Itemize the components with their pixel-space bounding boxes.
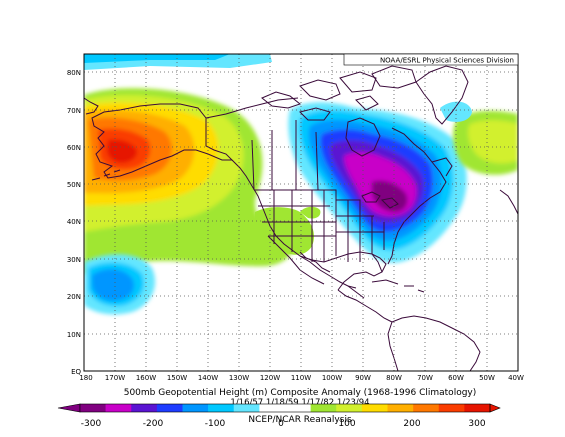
lat-label: 70N xyxy=(67,107,81,115)
colorbar-tick-labels: -300 -200 -100 0 100 200 300 xyxy=(81,419,486,429)
lon-labels: 180 170W 160W 150W 140W 130W 120W 110W 1… xyxy=(79,374,524,382)
colorbar xyxy=(57,403,501,413)
colorbar-low-arrow xyxy=(57,403,81,413)
colorbar-frame xyxy=(79,403,491,413)
colorbar-swatch xyxy=(131,404,158,412)
colorbar-swatch xyxy=(285,404,311,412)
colorbar-swatch xyxy=(105,404,132,412)
lon-label: 80W xyxy=(386,374,402,382)
colorbar-swatch xyxy=(80,404,106,412)
lon-label: 100W xyxy=(322,374,342,382)
data-source: NCEP/NCAR Reanalysis xyxy=(248,415,352,425)
lat-label: 30N xyxy=(67,256,81,264)
colorbar-tick-label: 100 xyxy=(338,419,355,429)
lon-label: 60W xyxy=(448,374,464,382)
lon-label: 70W xyxy=(417,374,433,382)
colorbar-tick-label: -300 xyxy=(81,419,102,429)
lon-label: 90W xyxy=(355,374,371,382)
colorbar-swatch xyxy=(259,404,286,412)
colorbar-swatch xyxy=(156,404,183,412)
lon-label: 40W xyxy=(508,374,524,382)
lon-label: 170W xyxy=(105,374,125,382)
colorbar-swatch xyxy=(233,404,260,412)
lat-label: 80N xyxy=(67,69,81,77)
lon-label: 120W xyxy=(260,374,280,382)
lat-label: EQ xyxy=(71,368,81,376)
credit-box xyxy=(343,53,519,66)
credit-text: NOAA/ESRL Physical Sciences Division xyxy=(380,57,514,65)
lon-label: 150W xyxy=(167,374,187,382)
colorbar-swatch xyxy=(438,404,465,412)
colorbar-tick-label: 300 xyxy=(468,419,485,429)
colorbar-high-arrow xyxy=(489,403,501,413)
lat-label: 50N xyxy=(67,181,81,189)
colorbar-swatch xyxy=(361,404,388,412)
colorbar-tick-label: 200 xyxy=(403,419,420,429)
plot-frame xyxy=(83,53,519,372)
map-dates: 1/16/57 1/18/59 1/17/82 1/23/94 xyxy=(230,398,369,408)
lon-label: 160W xyxy=(136,374,156,382)
map-title: 500mb Geopotential Height (m) Composite … xyxy=(124,388,477,398)
colorbar-tick-label: 0 xyxy=(278,419,284,429)
lon-label: 50W xyxy=(479,374,495,382)
colorbar-swatch xyxy=(310,404,337,412)
lat-label: 20N xyxy=(67,293,81,301)
lat-labels: 80N 70N 60N 50N 40N 30N 20N 10N EQ xyxy=(67,69,82,376)
lat-label: 60N xyxy=(67,144,81,152)
colorbar-tick-label: -200 xyxy=(143,419,164,429)
colorbar-swatch xyxy=(336,404,363,412)
coastline-layer xyxy=(84,65,518,371)
lon-label: 130W xyxy=(229,374,249,382)
lon-label: 110W xyxy=(291,374,311,382)
colorbar-swatch xyxy=(413,404,440,412)
colorbar-tick-label: -100 xyxy=(205,419,226,429)
colorbar-swatch xyxy=(182,404,209,412)
lat-label: 10N xyxy=(67,331,81,339)
lat-label: 40N xyxy=(67,218,81,226)
graticule xyxy=(84,54,518,371)
lon-label: 180 xyxy=(79,374,92,382)
lon-label: 140W xyxy=(198,374,218,382)
colorbar-swatch xyxy=(208,404,235,412)
colorbar-swatch xyxy=(387,404,414,412)
colorbar-swatch xyxy=(464,404,491,412)
